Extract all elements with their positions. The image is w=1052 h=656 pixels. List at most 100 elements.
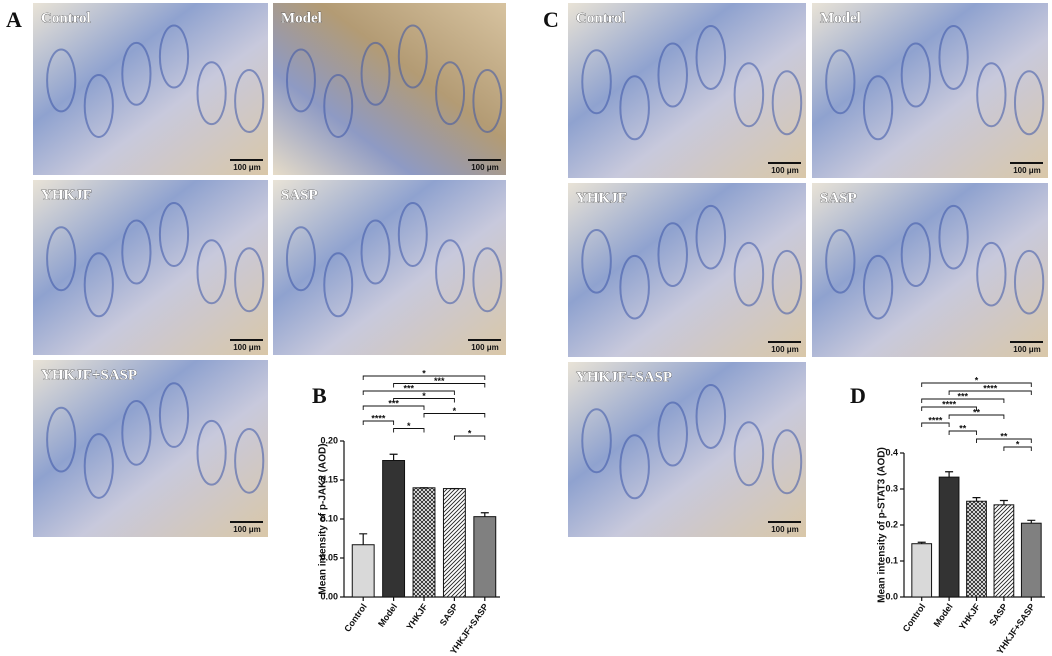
significance-label: * <box>422 368 426 378</box>
crypt <box>360 219 391 285</box>
crypt <box>581 228 612 294</box>
significance-label: *** <box>404 383 415 393</box>
significance-bracket <box>948 430 977 435</box>
crypt <box>938 204 969 270</box>
crypt <box>976 241 1007 307</box>
y-axis-label: Mean intensity of p-STAT3 (AOD) <box>877 447 888 603</box>
significance-label: **** <box>983 383 998 393</box>
crypt <box>825 228 856 294</box>
bar <box>911 543 933 598</box>
significance-label: *** <box>388 398 399 408</box>
crypt <box>397 24 428 89</box>
micrograph <box>273 180 506 355</box>
x-tick-label: SASP <box>987 602 1009 628</box>
significance-label: *** <box>958 391 969 401</box>
y-tick-label: 0.20 <box>320 435 338 445</box>
crypt <box>733 62 765 128</box>
crypt <box>83 252 114 318</box>
significance-label: * <box>1016 439 1020 449</box>
image-label: YHKJF+SASP <box>576 369 672 385</box>
significance-label: * <box>453 406 457 416</box>
crypt <box>862 75 894 141</box>
error-bar <box>972 497 981 502</box>
crypt <box>121 41 152 106</box>
crypt <box>825 49 856 115</box>
error-bar <box>917 541 926 544</box>
crypt <box>976 62 1007 128</box>
crypt <box>695 383 727 449</box>
bar <box>442 488 466 598</box>
significance-bracket <box>362 420 395 425</box>
bar <box>473 516 497 598</box>
panel-label: A <box>6 7 22 32</box>
micrograph <box>273 3 506 175</box>
image-label: YHKJF <box>41 187 92 203</box>
crypt <box>733 241 765 307</box>
bar <box>351 544 375 598</box>
crypt <box>435 61 466 126</box>
significance-label: *** <box>434 376 445 386</box>
crypt <box>771 249 803 315</box>
crypt <box>196 419 227 486</box>
image-label: Control <box>41 10 91 26</box>
crypt <box>771 429 803 495</box>
bar <box>966 500 987 598</box>
significance-label: **** <box>942 399 957 409</box>
error-bar <box>1027 519 1036 524</box>
y-tick-label: 0.0 <box>885 591 898 601</box>
significance-bracket <box>362 375 486 380</box>
error-bar <box>389 453 398 461</box>
bar <box>1020 522 1042 598</box>
bar <box>382 460 406 598</box>
significance-bracket <box>921 382 1032 387</box>
significance-bracket <box>1003 446 1032 451</box>
bar <box>938 476 960 598</box>
crypt <box>158 24 190 89</box>
significance-bracket <box>948 414 1005 419</box>
scale-label: 100 μm <box>233 343 261 352</box>
crypt <box>83 433 114 499</box>
crypt <box>657 401 688 467</box>
significance-bracket <box>976 438 1032 443</box>
micrograph <box>812 3 1048 178</box>
crypt <box>397 201 428 267</box>
crypt <box>862 254 894 320</box>
crypt <box>472 247 503 313</box>
y-tick-label: 0.3 <box>885 483 898 493</box>
crypt <box>158 201 190 267</box>
significance-label: * <box>468 428 472 438</box>
significance-bracket <box>423 413 486 418</box>
significance-bracket <box>921 406 977 411</box>
crypt <box>581 49 612 115</box>
y-tick-label: 0.00 <box>320 591 338 601</box>
x-tick-label: YHKJF <box>957 601 982 631</box>
bar <box>412 487 436 598</box>
crypt <box>695 24 727 90</box>
crypt <box>196 239 227 305</box>
significance-bracket <box>362 390 455 395</box>
crypt <box>1013 249 1045 315</box>
crypt <box>196 61 227 126</box>
y-axis-label: Mean intensity of p-JAK2 (AOD) <box>318 443 329 594</box>
scale-label: 100 μm <box>1013 345 1041 354</box>
x-tick-label: Control <box>342 602 369 634</box>
y-tick-label: 0.05 <box>320 552 338 562</box>
scale-label: 100 μm <box>1013 166 1041 175</box>
crypt <box>938 24 969 90</box>
micrograph <box>33 180 268 355</box>
panel-label: B <box>312 383 327 408</box>
crypt <box>234 247 265 313</box>
image-label: Control <box>576 10 626 26</box>
crypt <box>234 69 265 133</box>
crypt <box>323 74 354 138</box>
significance-bracket <box>921 398 1005 403</box>
significance-label: ** <box>959 423 967 433</box>
x-tick-label: YHKJF <box>404 601 429 631</box>
crypt <box>46 226 77 292</box>
micrograph <box>568 183 806 357</box>
crypt <box>1013 70 1045 136</box>
scale-label: 100 μm <box>471 163 499 172</box>
scale-label: 100 μm <box>471 343 499 352</box>
x-tick-label: Control <box>901 602 928 634</box>
